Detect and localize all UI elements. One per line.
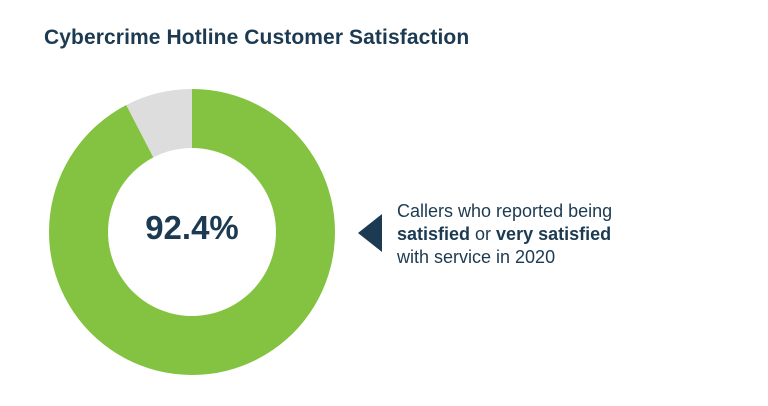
caption-line-1: Callers who reported being [397, 201, 613, 221]
caption: Callers who reported being satisfied or … [397, 200, 657, 269]
donut-slice-satisfied [48, 89, 335, 376]
caption-line-2: satisfied or very satisfied [397, 223, 657, 246]
caption-strong-satisfied: satisfied [397, 224, 471, 244]
caption-line-3: with service in 2020 [397, 247, 556, 267]
chart-title: Cybercrime Hotline Customer Satisfaction [44, 26, 470, 49]
caption-connector: or [470, 224, 497, 244]
pointer-arrow-icon [358, 214, 382, 252]
caption-strong-very-satisfied: very satisfied [496, 224, 612, 244]
donut-center-value: 92.4% [145, 209, 239, 246]
donut-slice-other [126, 89, 192, 158]
